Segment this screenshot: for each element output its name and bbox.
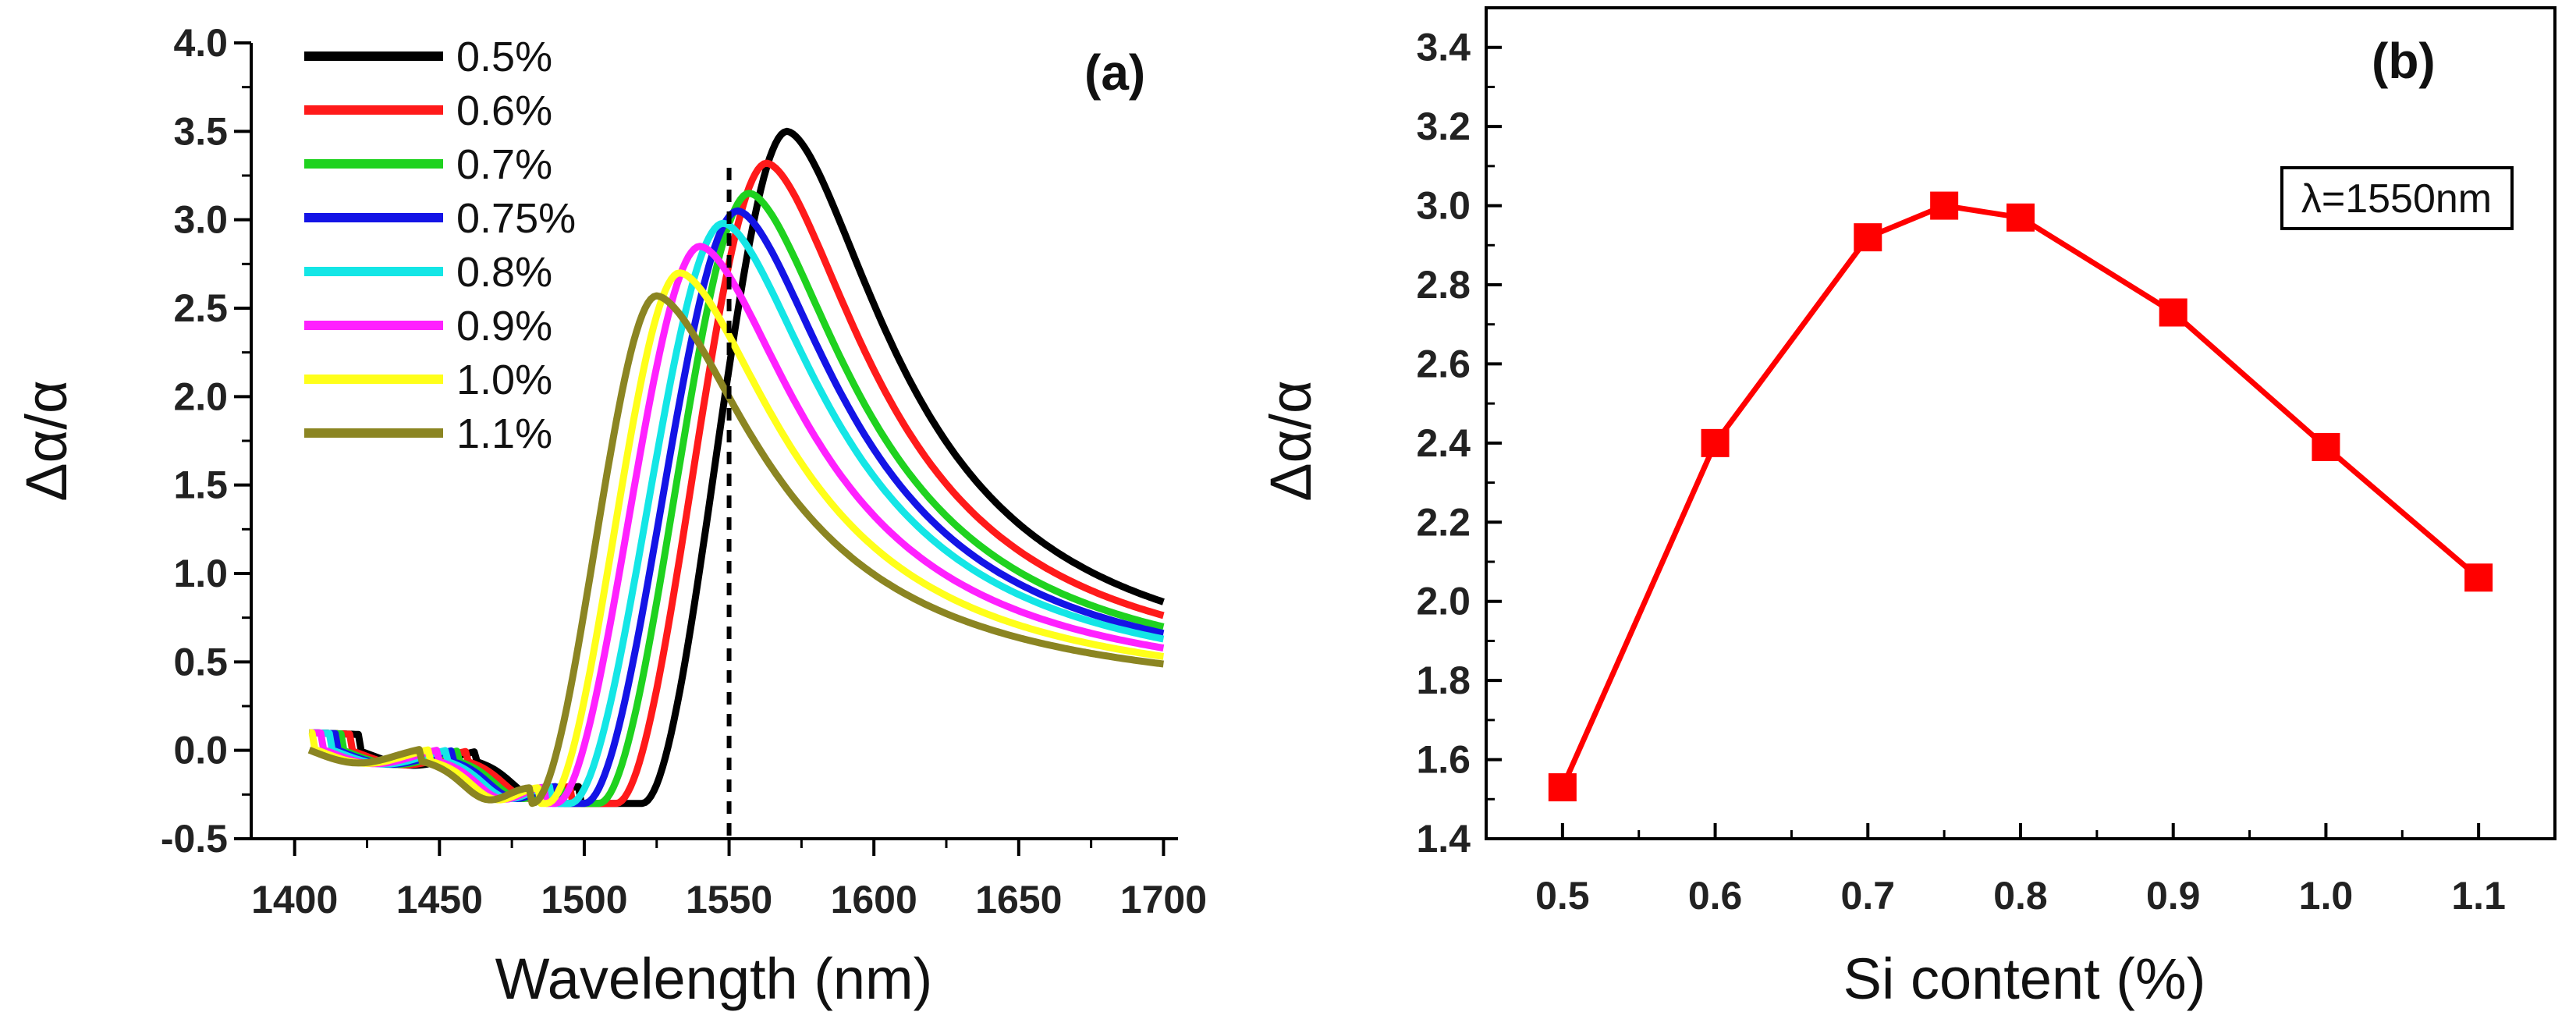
y-tick-label: 0.5	[173, 640, 228, 683]
y-tick-label: 2.4	[1416, 421, 1471, 465]
series-curve	[308, 269, 1165, 808]
y-tick-label: 2.6	[1416, 342, 1471, 385]
panel-b-label: (b)	[2372, 33, 2436, 89]
panel-a-curves	[307, 127, 1165, 808]
x-tick-label: 1600	[831, 878, 917, 921]
x-tick-label: 0.9	[2146, 874, 2201, 918]
x-tick-label: 0.6	[1688, 874, 1743, 918]
panel-b-frame	[1485, 6, 2556, 840]
legend-label: 0.7%	[456, 141, 552, 188]
annotation-box	[2280, 166, 2514, 230]
x-tick-label: 0.7	[1841, 874, 1896, 918]
y-tick-label: 3.2	[1416, 105, 1471, 148]
annotation-text: λ=1550nm	[2301, 176, 2492, 222]
x-tick-label: 1400	[251, 878, 338, 921]
series-curve	[308, 159, 1165, 808]
x-tick-label: 1650	[975, 878, 1062, 921]
y-tick-label: 1.4	[1416, 817, 1471, 861]
y-tick-label: 2.5	[173, 286, 228, 330]
y-tick-label: 3.4	[1416, 26, 1471, 69]
y-tick-label: 1.0	[173, 552, 228, 595]
y-tick-label: 4.0	[173, 21, 228, 65]
panel-b-tick-labels: 0.5 0.6 0.7 0.8 0.9 1.0 1.1 1.4 1.6 1.8 2.0 2.2 2.4 2…	[1416, 26, 2505, 918]
panel-a-y-axis-label: Δα/α	[14, 380, 79, 502]
panel-a-x-axis-label: Wavelength (nm)	[495, 946, 933, 1011]
panel-b-ticks	[1486, 45, 2481, 840]
data-point	[1548, 773, 1577, 802]
panel-a: 1400 1450 1500 1550 1600 1650 1700 -0.5 0.0 0.5 1.…	[14, 21, 1207, 1011]
data-point	[1930, 191, 1959, 220]
x-tick-label: 1.1	[2451, 874, 2506, 918]
data-point	[2312, 432, 2340, 461]
y-tick-label: 3.5	[173, 109, 228, 153]
y-tick-label: 2.2	[1416, 500, 1471, 544]
legend-label: 0.9%	[456, 303, 552, 350]
panel-b-points	[1548, 191, 2493, 802]
panel-b-x-axis-label: Si content (%)	[1843, 946, 2206, 1011]
legend-label: 0.75%	[456, 195, 576, 242]
panel-b: 0.5 0.6 0.7 0.8 0.9 1.0 1.1 1.4 1.6 1.8 2.0 2.2 2.4 2…	[1258, 6, 2556, 1011]
series-curve	[307, 292, 1165, 808]
panel-a-legend: 0.5% 0.6% 0.7% 0.75% 0.8% 0.9% 1.0% 1.1%	[304, 34, 576, 457]
data-point	[1854, 223, 1882, 252]
y-tick-label: 2.0	[1416, 580, 1471, 623]
x-tick-label: 1700	[1120, 878, 1207, 921]
x-tick-label: 1450	[396, 878, 483, 921]
y-tick-label: 2.0	[173, 375, 228, 418]
y-tick-label: 1.5	[173, 463, 228, 507]
series-curve	[308, 207, 1165, 808]
x-tick-label: 0.8	[1993, 874, 2048, 918]
y-tick-label: 3.0	[1416, 184, 1471, 228]
legend-label: 0.6%	[456, 87, 552, 134]
legend-label: 0.8%	[456, 249, 552, 296]
panel-b-series-line	[1559, 202, 2481, 789]
x-tick-label: 1550	[686, 878, 772, 921]
x-tick-label: 1500	[541, 878, 627, 921]
data-point	[1701, 428, 1730, 457]
legend-label: 1.0%	[456, 357, 552, 403]
y-tick-label: -0.5	[161, 817, 228, 861]
panel-a-tick-labels: 1400 1450 1500 1550 1600 1650 1700 -0.5 0.0 0.5 1.…	[161, 21, 1207, 921]
data-point	[2159, 298, 2187, 327]
y-tick-label: 1.6	[1416, 738, 1471, 782]
legend-label: 1.1%	[456, 410, 552, 457]
y-tick-label: 1.8	[1416, 659, 1471, 702]
x-tick-label: 0.5	[1535, 874, 1590, 918]
data-point	[2464, 563, 2493, 592]
panel-b-y-axis-label: Δα/α	[1258, 380, 1323, 502]
panel-b-annotation: λ=1550nm	[2280, 166, 2514, 230]
y-tick-label: 2.8	[1416, 263, 1471, 307]
legend-label: 0.5%	[456, 34, 552, 80]
y-tick-label: 0.0	[173, 729, 228, 772]
panel-a-label: (a)	[1084, 44, 1145, 101]
y-tick-label: 3.0	[173, 198, 228, 242]
x-tick-label: 1.0	[2299, 874, 2354, 918]
data-point	[2007, 203, 2035, 232]
